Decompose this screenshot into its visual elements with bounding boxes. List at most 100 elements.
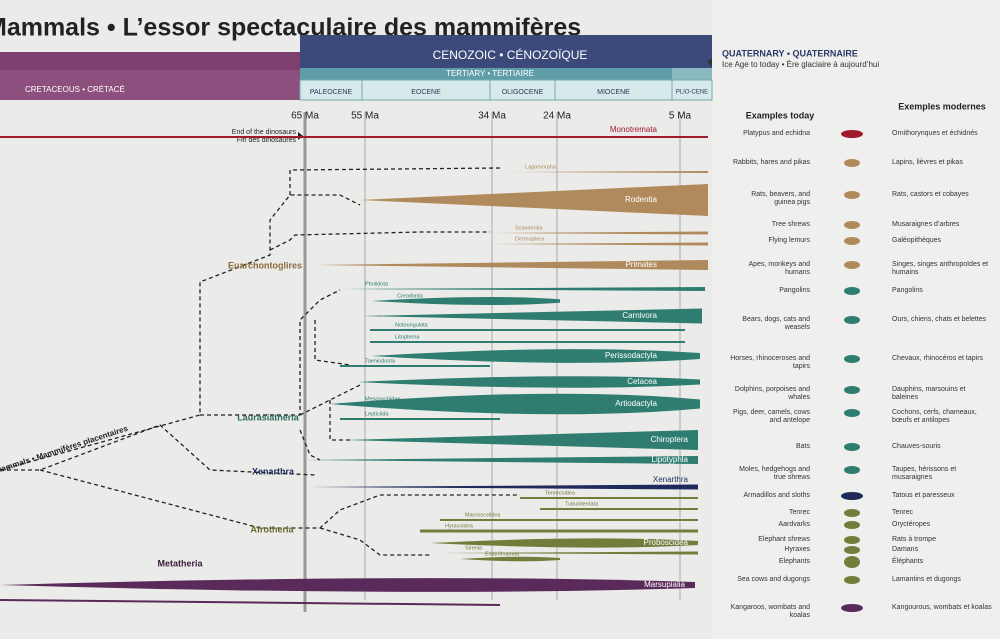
example-en: Pigs, deer, camels, cows and antelope [732,409,810,424]
taxon-label: Dermoptera [515,236,545,242]
taxon-label: Perissodactyla [605,351,658,360]
taxon-label: Tenrecoidea [545,490,576,496]
time-label: 24 Ma [543,111,571,122]
epoch-label: OLIGOCENE [502,89,544,96]
branch [269,231,490,251]
example-fr: Lamantins et dugongs [892,576,961,583]
lineage [500,171,708,173]
lineage [362,308,702,324]
animal-icon [841,130,863,138]
time-label: 34 Ma [478,111,506,122]
example-en: Kangaroos, wombats and koalas [730,604,810,619]
example-fr: Taupes, hérissons et musaraignes [892,466,957,481]
cretaceous-top [0,52,300,70]
extinction-fr: Fin des dinosaures [237,137,297,144]
lineage [330,393,700,415]
example-en: Apes, monkeys and humans [748,261,810,276]
time-label: 65 Ma [291,111,319,122]
taxon-label: Primates [625,260,657,269]
lineage [460,556,560,562]
tertiary-bar [300,68,672,80]
example-en: Tenrec [788,509,810,516]
quaternary-note: Ice Age to today • Ère glaciaire à aujou… [722,60,879,69]
lineage [490,242,708,246]
taxon-label: Notoungulata [395,322,429,328]
animal-icon [844,556,860,568]
time-label: 55 Ma [351,111,379,122]
taxon-label: Artiodactyla [615,399,657,408]
animal-icon [844,466,860,474]
animal-icon [844,221,860,229]
lineage [420,529,698,533]
taxon-label: Carnivora [622,311,657,320]
lineage [360,184,708,216]
animal-icon [844,546,860,554]
taxon-label: Rodentia [625,195,658,204]
lineage [430,538,698,548]
lineage [370,329,685,331]
animal-icon [844,159,860,167]
taxon-label: Taeniodonta [365,358,396,364]
animal-icon [844,191,860,199]
epoch-label: EOCENE [411,89,441,96]
animal-icon [841,604,863,612]
clade-label: Laurasiatheria [237,412,300,422]
example-en: Hyraxes [784,546,810,553]
lineage [310,484,698,490]
example-en: Bats [795,443,810,450]
example-fr: Éléphants [892,558,924,565]
quaternary-label: QUATERNARY • QUATERNAIRE [722,48,858,58]
cenozoic-label: CENOZOIC • CÉNOZOÏQUE [433,47,588,62]
lineage [315,260,708,270]
lineage [340,418,500,420]
example-en: Platypus and echidna [743,130,810,137]
animal-icon [844,386,860,394]
clade-label: Metatheria [157,558,203,568]
branch [200,289,361,461]
epoch-bar [299,79,713,101]
lineage [345,430,698,450]
taxon-label: Tubulidentata [565,501,599,507]
lineage [440,519,698,521]
taxon-label: Chiroptera [651,435,689,444]
example-en: Tree shrews [771,221,810,228]
tree [0,167,520,556]
animal-icon [844,261,860,269]
taxon-label: Monotremata [610,125,658,134]
example-en: Horses, rhinoceroses and tapirs [730,355,810,370]
example-en: Elephants [778,558,810,565]
example-fr: Cochons, cerfs, chameaux, bœufs et antil… [892,409,977,424]
example-en: Rats, beavers, and guinea pigs [751,191,810,206]
example-fr: Lapins, lièvres et pikas [892,159,963,166]
animal-icon [841,492,863,500]
lineage [372,297,560,305]
example-fr: Galéopithèques [892,237,942,244]
column-header: Examples today [746,110,815,120]
taxon-label: Sirenia [465,545,483,551]
taxon-label: Lagomorpha [525,164,557,170]
clade-label: Afrotheria [250,524,294,534]
lineage [370,341,685,343]
lineage [0,599,501,606]
time-label: 5 Ma [669,111,692,122]
example-fr: Musaraignes d’arbres [892,221,960,228]
extinction-en: End of the dinosaurs [232,129,297,136]
lineage [305,456,698,464]
taxon-label: Hyracoidea [445,523,474,529]
animal-icon [844,409,860,417]
taxon-label: Lipotyphla [652,455,689,464]
clade-label: Euarchontoglires [228,260,302,270]
example-en: Dolphins, porpoises and whales [734,386,810,401]
taxon-label: Scandentia [515,225,543,231]
epoch-label: PALEOCENE [310,89,353,96]
example-fr: Rats à trompe [892,536,936,543]
example-en: Aardvarks [778,521,810,528]
example-fr: Rats, castors et cobayes [892,191,969,198]
taxon-label: Litopterna [395,334,420,340]
example-fr: Pangolins [892,287,923,294]
animal-icon [844,521,860,529]
taxon-label: Mesonychidae [365,396,400,402]
branch [289,167,501,195]
example-en: Moles, hedgehogs and true shrews [739,466,810,481]
